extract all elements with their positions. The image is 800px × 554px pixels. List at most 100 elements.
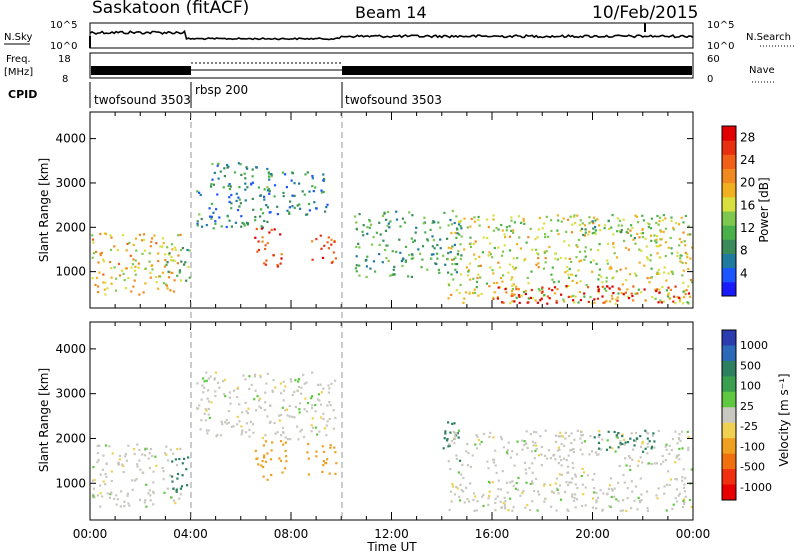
heatmap-cell xyxy=(448,284,451,287)
heatmap-cell xyxy=(165,263,168,266)
heatmap-cell xyxy=(149,499,152,502)
heatmap-cell xyxy=(453,493,457,496)
heatmap-cell xyxy=(672,503,675,506)
heatmap-cell xyxy=(430,253,433,256)
heatmap-cell xyxy=(330,243,333,246)
velocity-colorbar-frame xyxy=(721,329,737,501)
heatmap-cell xyxy=(580,434,583,437)
heatmap-cell xyxy=(503,244,506,247)
heatmap-cell xyxy=(522,219,525,223)
heatmap-cell xyxy=(444,263,447,266)
heatmap-cell xyxy=(259,406,263,410)
heatmap-cell xyxy=(679,260,682,263)
heatmap-cell xyxy=(317,393,321,396)
heatmap-cell xyxy=(652,432,655,435)
heatmap-cell xyxy=(92,494,95,497)
heatmap-cell xyxy=(214,220,217,223)
heatmap-cell xyxy=(323,178,326,181)
heatmap-cell xyxy=(455,457,458,460)
heatmap-cell xyxy=(134,273,137,276)
heatmap-cell xyxy=(648,223,651,226)
heatmap-cell xyxy=(334,257,337,260)
heatmap-cell xyxy=(228,196,231,199)
heatmap-cell xyxy=(582,471,586,474)
heatmap-cell xyxy=(624,457,627,460)
heatmap-cell xyxy=(656,272,659,275)
heatmap-cell xyxy=(550,219,553,222)
heatmap-cell xyxy=(470,217,473,221)
heatmap-cell xyxy=(512,506,515,509)
heatmap-cell xyxy=(264,391,267,394)
heatmap-cell xyxy=(462,301,465,304)
heatmap-cell xyxy=(598,447,601,450)
heatmap-cell xyxy=(543,222,546,225)
heatmap-cell xyxy=(462,476,465,480)
heatmap-cell xyxy=(557,462,560,465)
heatmap-cell xyxy=(439,247,442,250)
heatmap-cell xyxy=(99,492,102,495)
heatmap-cell xyxy=(509,497,512,500)
heatmap-cell xyxy=(675,478,678,481)
heatmap-cell xyxy=(606,439,609,442)
heatmap-cell xyxy=(96,444,99,447)
heatmap-cell xyxy=(408,254,411,257)
heatmap-cell xyxy=(556,229,559,232)
heatmap-cell xyxy=(244,431,248,434)
heatmap-cell xyxy=(620,230,623,234)
heatmap-cell xyxy=(245,166,248,169)
heatmap-cell xyxy=(424,231,427,234)
heatmap-cell xyxy=(487,480,491,483)
heatmap-cell xyxy=(510,216,513,219)
heatmap-cell xyxy=(250,183,253,186)
heatmap-cell xyxy=(541,288,544,291)
heatmap-cell xyxy=(571,477,574,480)
heatmap-cell xyxy=(646,437,649,440)
heatmap-cell xyxy=(659,216,662,219)
heatmap-cell xyxy=(286,408,289,411)
heatmap-cell xyxy=(638,248,641,251)
heatmap-cell xyxy=(254,449,257,452)
heatmap-cell xyxy=(568,435,571,438)
nave-label: Nave xyxy=(749,65,775,76)
heatmap-cell xyxy=(366,226,369,229)
heatmap-cell xyxy=(571,462,574,465)
heatmap-cell xyxy=(606,492,609,495)
heatmap-cell xyxy=(358,213,361,216)
heatmap-cell xyxy=(442,254,445,257)
heatmap-cell xyxy=(148,252,151,255)
heatmap-cell xyxy=(568,267,571,271)
heatmap-cell xyxy=(555,477,559,480)
heatmap-cell xyxy=(552,491,555,494)
heatmap-cell xyxy=(126,494,129,497)
heatmap-cell xyxy=(544,497,547,500)
heatmap-cell xyxy=(681,479,684,482)
heatmap-cell xyxy=(598,268,601,271)
heatmap-cell xyxy=(142,291,145,294)
heatmap-cell xyxy=(611,285,614,288)
heatmap-cell xyxy=(482,504,485,507)
heatmap-cell xyxy=(207,429,210,432)
heatmap-cell xyxy=(408,211,411,214)
heatmap-cell xyxy=(460,473,463,476)
heatmap-cell xyxy=(581,483,584,486)
heatmap-cell xyxy=(487,494,491,498)
heatmap-cell xyxy=(268,231,271,234)
heatmap-cell xyxy=(171,271,174,274)
heatmap-cell xyxy=(581,453,584,456)
heatmap-cell xyxy=(538,216,541,220)
heatmap-cell xyxy=(101,495,104,498)
nave-tick-high: 60 xyxy=(707,54,720,65)
heatmap-cell xyxy=(676,251,679,254)
heatmap-cell xyxy=(525,481,528,484)
y-tick-label: 2000 xyxy=(55,431,86,445)
heatmap-cell xyxy=(196,222,199,226)
heatmap-cell xyxy=(185,279,188,282)
heatmap-cell xyxy=(634,292,637,295)
heatmap-cell xyxy=(587,300,590,303)
heatmap-cell xyxy=(284,467,287,470)
heatmap-cell xyxy=(591,270,594,273)
heatmap-cell xyxy=(378,243,381,246)
heatmap-cell xyxy=(574,295,577,298)
heatmap-cell xyxy=(446,438,449,441)
heatmap-cell xyxy=(675,454,679,458)
